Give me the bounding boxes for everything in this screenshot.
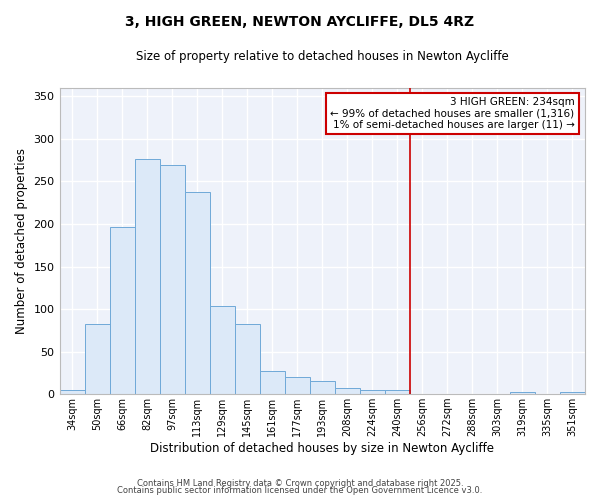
Bar — [134, 160, 160, 394]
Bar — [335, 388, 360, 394]
Bar — [285, 377, 310, 394]
Bar — [560, 392, 585, 394]
Title: Size of property relative to detached houses in Newton Aycliffe: Size of property relative to detached ho… — [136, 50, 509, 63]
Text: Contains HM Land Registry data © Crown copyright and database right 2025.: Contains HM Land Registry data © Crown c… — [137, 478, 463, 488]
Bar — [360, 390, 385, 394]
Bar — [260, 371, 285, 394]
Bar — [510, 392, 535, 394]
Text: 3 HIGH GREEN: 234sqm
← 99% of detached houses are smaller (1,316)
1% of semi-det: 3 HIGH GREEN: 234sqm ← 99% of detached h… — [331, 97, 574, 130]
Bar — [310, 380, 335, 394]
X-axis label: Distribution of detached houses by size in Newton Aycliffe: Distribution of detached houses by size … — [150, 442, 494, 455]
Bar — [85, 324, 110, 394]
Bar — [385, 390, 410, 394]
Bar — [235, 324, 260, 394]
Bar — [110, 228, 134, 394]
Bar — [209, 306, 235, 394]
Bar — [59, 390, 85, 394]
Text: Contains public sector information licensed under the Open Government Licence v3: Contains public sector information licen… — [118, 486, 482, 495]
Text: 3, HIGH GREEN, NEWTON AYCLIFFE, DL5 4RZ: 3, HIGH GREEN, NEWTON AYCLIFFE, DL5 4RZ — [125, 15, 475, 29]
Bar — [185, 192, 209, 394]
Bar — [160, 165, 185, 394]
Y-axis label: Number of detached properties: Number of detached properties — [15, 148, 28, 334]
